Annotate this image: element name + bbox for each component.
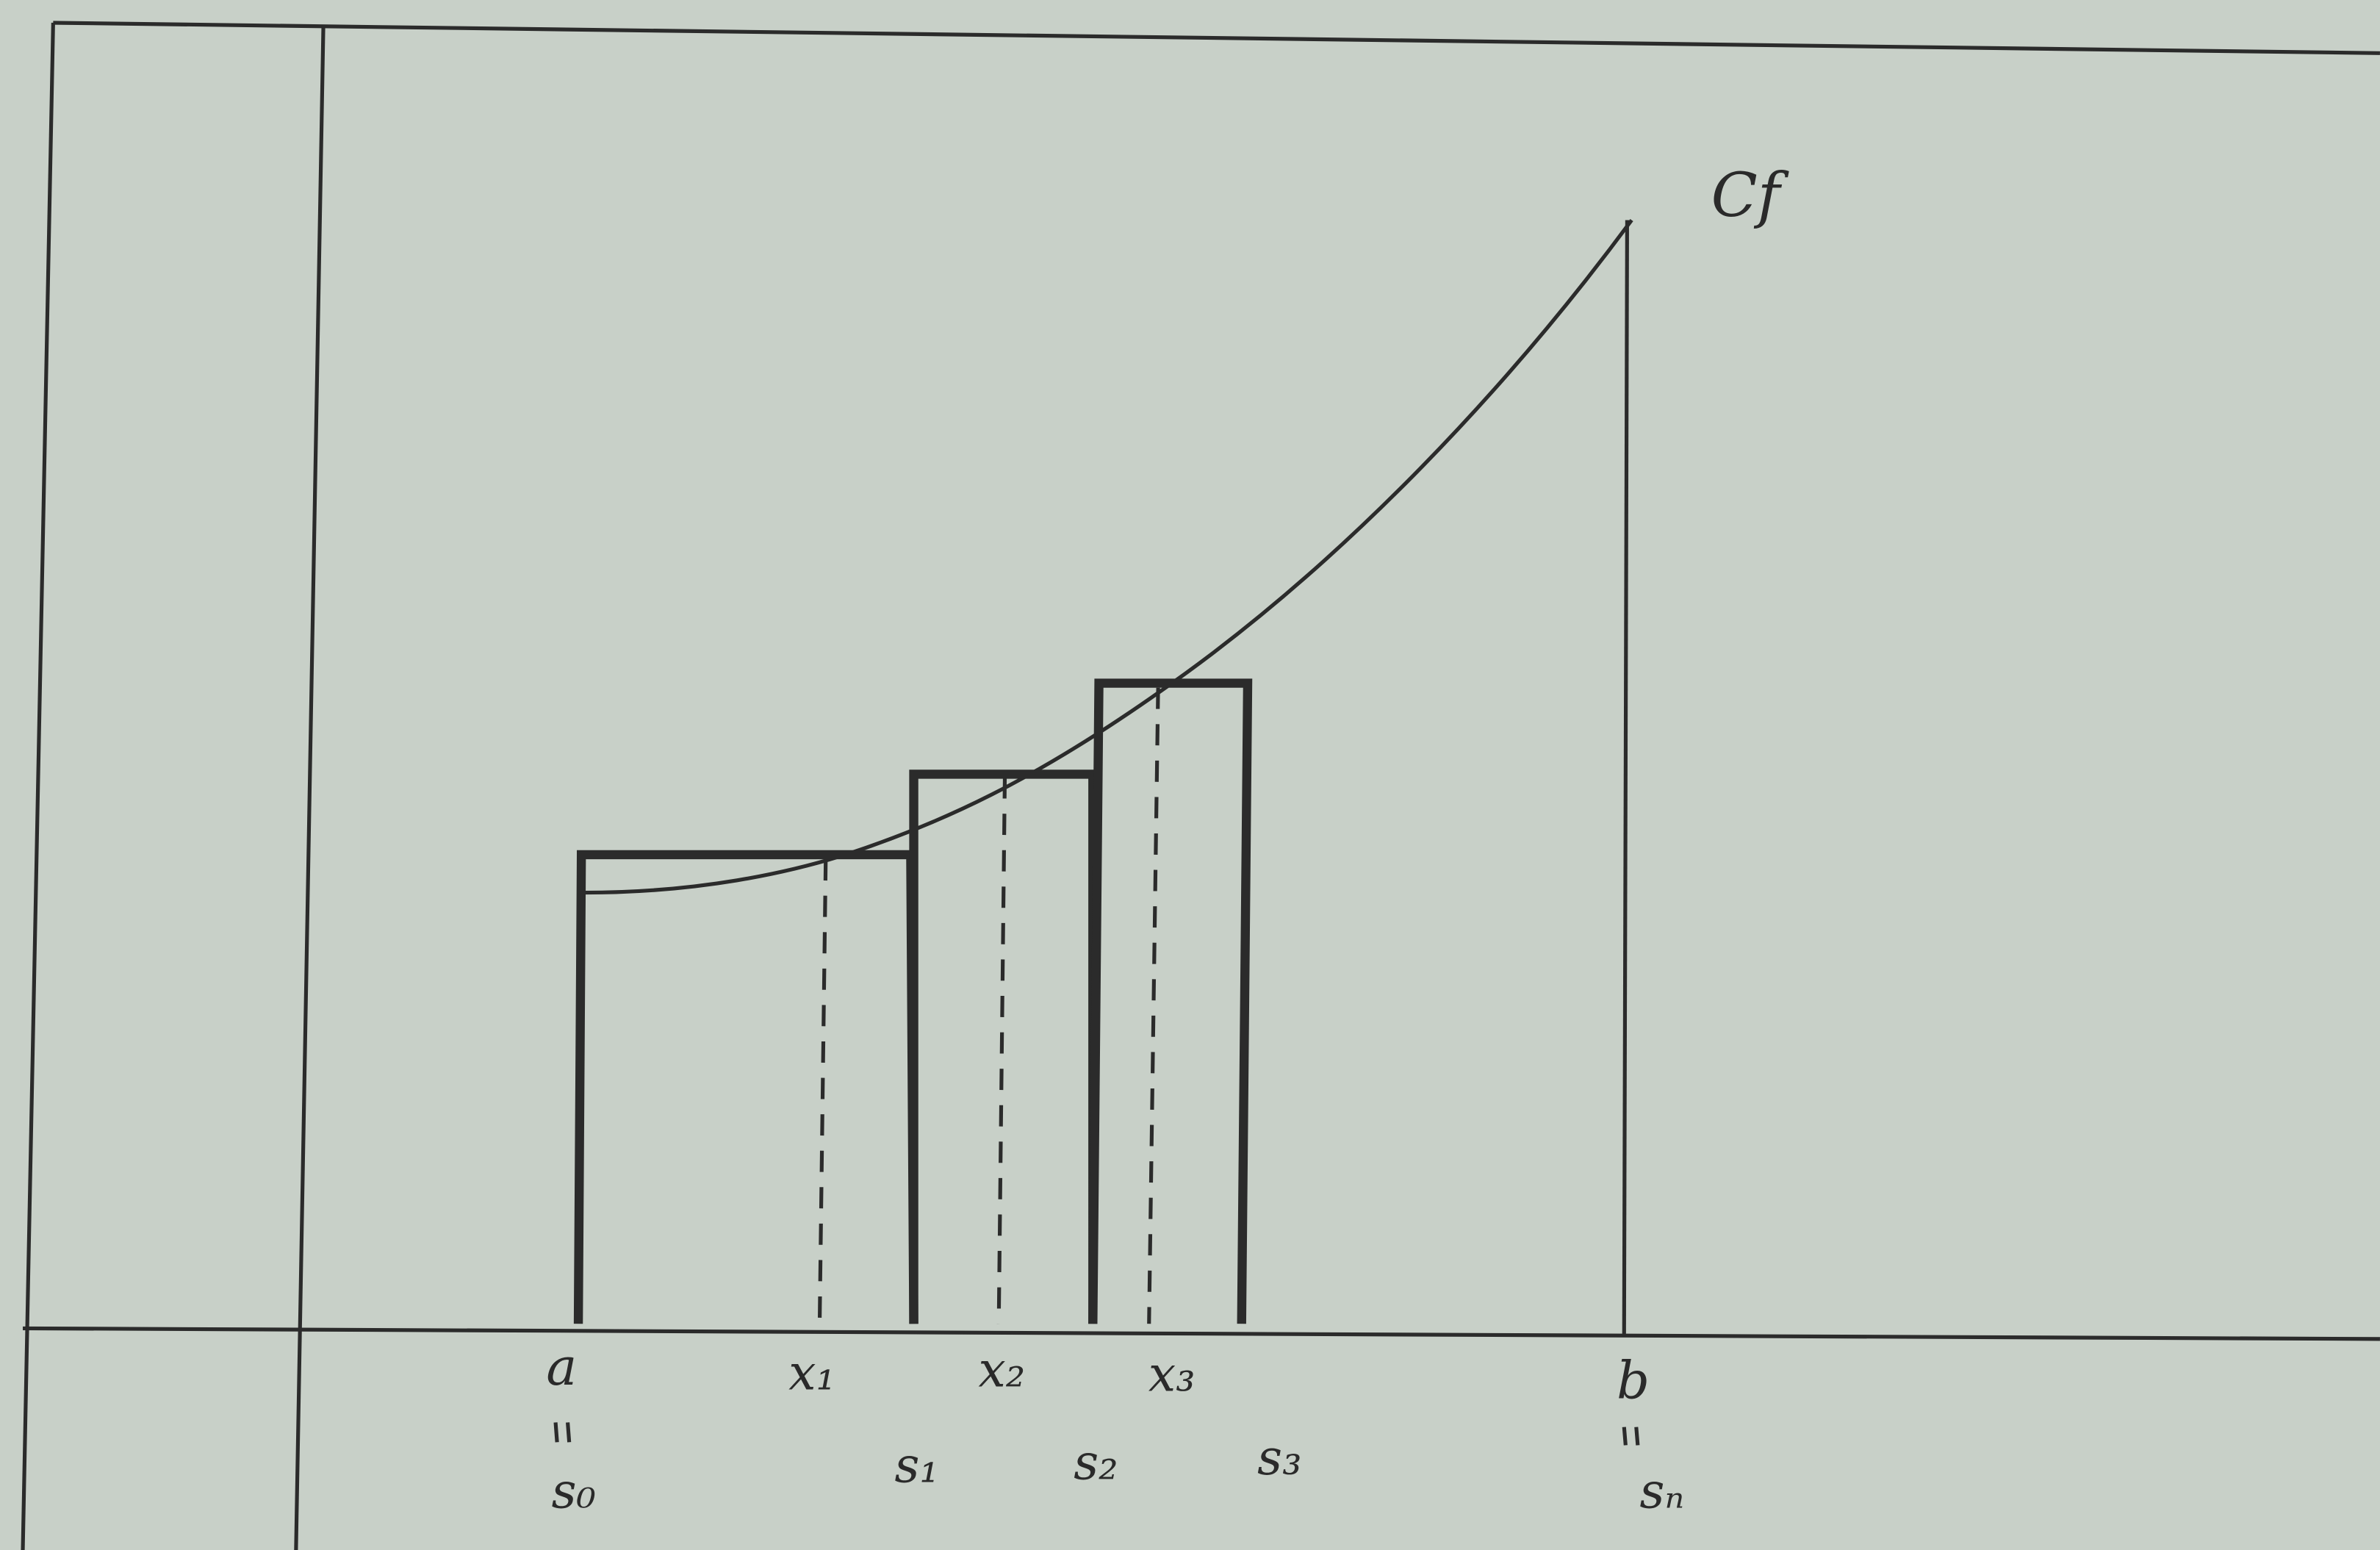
point-label: x₃ xyxy=(1148,1346,1196,1403)
subdivision-label: s₂ xyxy=(1074,1434,1118,1490)
page: Cf a s₀ x₁ x₂ x₃ s₁ s₂ s₃ b sₙ (() => { … xyxy=(0,0,2380,1550)
b-label: b xyxy=(1617,1350,1650,1410)
paper xyxy=(0,0,2380,1550)
subdivision-label: s₁ xyxy=(894,1438,938,1494)
point-label: x₁ xyxy=(788,1345,835,1402)
diagram: Cf a s₀ x₁ x₂ x₃ s₁ s₂ s₃ b sₙ xyxy=(0,0,2380,1550)
point-label: x₂ xyxy=(978,1341,1025,1398)
a-label: a xyxy=(546,1337,577,1397)
subdivision-label: s₀ xyxy=(552,1463,596,1520)
subdivision-label: sₙ xyxy=(1640,1463,1685,1520)
subdivision-label: s₃ xyxy=(1257,1429,1301,1486)
curve-label: Cf xyxy=(1711,160,1789,231)
